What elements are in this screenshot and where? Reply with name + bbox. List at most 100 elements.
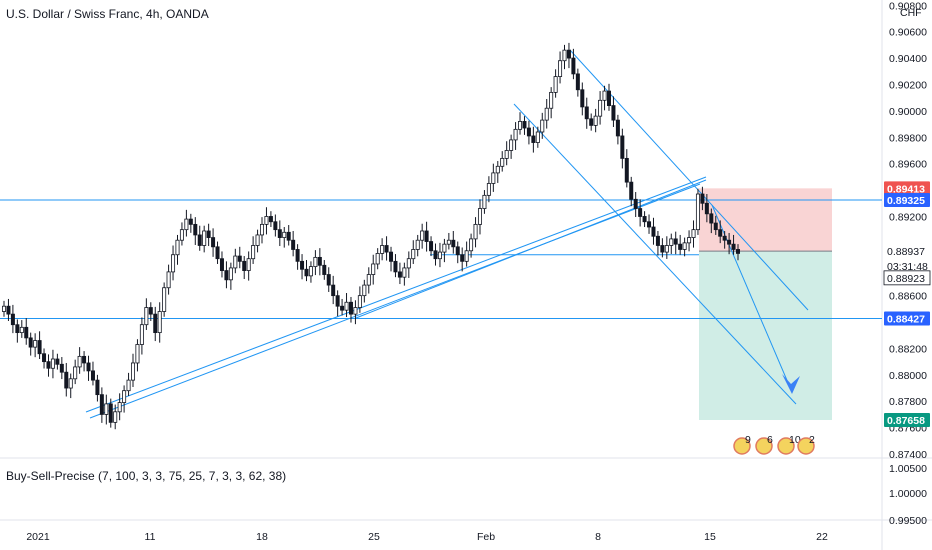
candle-body [139, 324, 144, 345]
candle-body [486, 183, 491, 196]
candle-body [113, 411, 118, 423]
candle-body [562, 49, 567, 62]
candle-body [268, 216, 273, 223]
candle-body [215, 246, 220, 260]
price-tag [884, 258, 930, 273]
candle-body [469, 238, 474, 252]
candle-body [682, 242, 687, 250]
candle-body [704, 202, 709, 215]
candle-body [291, 239, 296, 250]
candle-body [175, 239, 180, 256]
candle-body [340, 305, 345, 311]
candle-body [580, 89, 585, 108]
candle-body [55, 358, 60, 365]
candle-body [589, 118, 594, 126]
trendline-mid [355, 179, 707, 319]
candle-body [117, 402, 122, 413]
price-tag [884, 192, 930, 207]
economic-event-icon [777, 437, 795, 455]
candle-body [669, 238, 674, 246]
candle-body [193, 223, 198, 236]
y-tick-label: 0.88200 [889, 343, 927, 355]
price-tag-label: 0.89325 [887, 195, 925, 207]
candle-body [277, 229, 282, 238]
candle-body [700, 193, 705, 204]
y-tick-label: 0.87800 [889, 396, 927, 408]
candle-body [59, 363, 64, 373]
candle-body [242, 260, 247, 271]
candle-body [228, 267, 233, 281]
economic-event-icon [797, 437, 815, 455]
candle-body [473, 223, 478, 240]
candle-body [73, 366, 78, 380]
candle-body [162, 287, 167, 312]
candle-body [638, 208, 643, 217]
channel-upper [569, 49, 809, 311]
candle-body [122, 390, 127, 403]
candle-body [50, 358, 55, 369]
candle-body [736, 249, 741, 254]
economic-event-icon [755, 437, 773, 455]
candle-body [357, 295, 362, 308]
candle-body [2, 305, 7, 312]
price-tag-label: 0.88937 [887, 246, 925, 258]
candle-body [424, 230, 429, 242]
price-tag-label: 0.88923 [887, 273, 925, 285]
candle-body [15, 324, 20, 334]
candle-body [144, 307, 149, 326]
candle-body [19, 326, 24, 334]
candle-body [313, 256, 318, 268]
candle-body [188, 218, 193, 225]
candle-body [219, 258, 224, 271]
price-tag-label: 03:31:48 [887, 261, 928, 273]
price-tag [884, 412, 930, 427]
candle-body [429, 241, 434, 252]
candle-body [415, 239, 420, 250]
price-tag [884, 181, 930, 196]
candle-body [206, 230, 211, 238]
y-tick-label: 0.90800 [889, 0, 927, 12]
candle-body [442, 243, 447, 253]
y-tick-label: 0.88000 [889, 370, 927, 382]
candle-body [126, 379, 131, 392]
candle-body [86, 362, 91, 372]
candle-body [535, 131, 540, 143]
candle-body [273, 221, 278, 231]
candle-body [375, 253, 380, 265]
candle-body [655, 235, 660, 246]
candle-body [691, 229, 696, 238]
candle-body [326, 274, 331, 286]
candle-body [544, 107, 549, 121]
candle-body [246, 258, 251, 271]
candle-body [68, 378, 73, 389]
y-tick-label: 0.88600 [889, 291, 927, 303]
candle-body [509, 139, 514, 151]
candle-body [10, 313, 15, 326]
candle-body [602, 90, 607, 101]
candle-body [64, 371, 69, 389]
candle-body [464, 250, 469, 262]
candle-body [24, 326, 29, 339]
candle-body [28, 337, 33, 348]
candle-body [615, 119, 620, 137]
candle-body [260, 223, 265, 236]
candle-body [353, 307, 358, 315]
candle-body [233, 255, 238, 269]
candle-body [179, 229, 184, 241]
candle-body [558, 60, 563, 77]
candle-body [184, 218, 189, 231]
candle-body [660, 245, 665, 253]
candle-body [344, 301, 349, 311]
candle-body [633, 198, 638, 209]
economic-event-count: 2 [809, 434, 815, 446]
y-tick-label: 0.87400 [889, 449, 927, 461]
candle-body [540, 119, 545, 133]
candle-body [731, 243, 736, 250]
candle-body [380, 245, 385, 254]
candle-body [397, 271, 402, 278]
candle-body [482, 194, 487, 209]
candle-body [366, 274, 371, 286]
candle-body [95, 379, 100, 396]
price-tag-label: 0.87658 [887, 415, 925, 427]
